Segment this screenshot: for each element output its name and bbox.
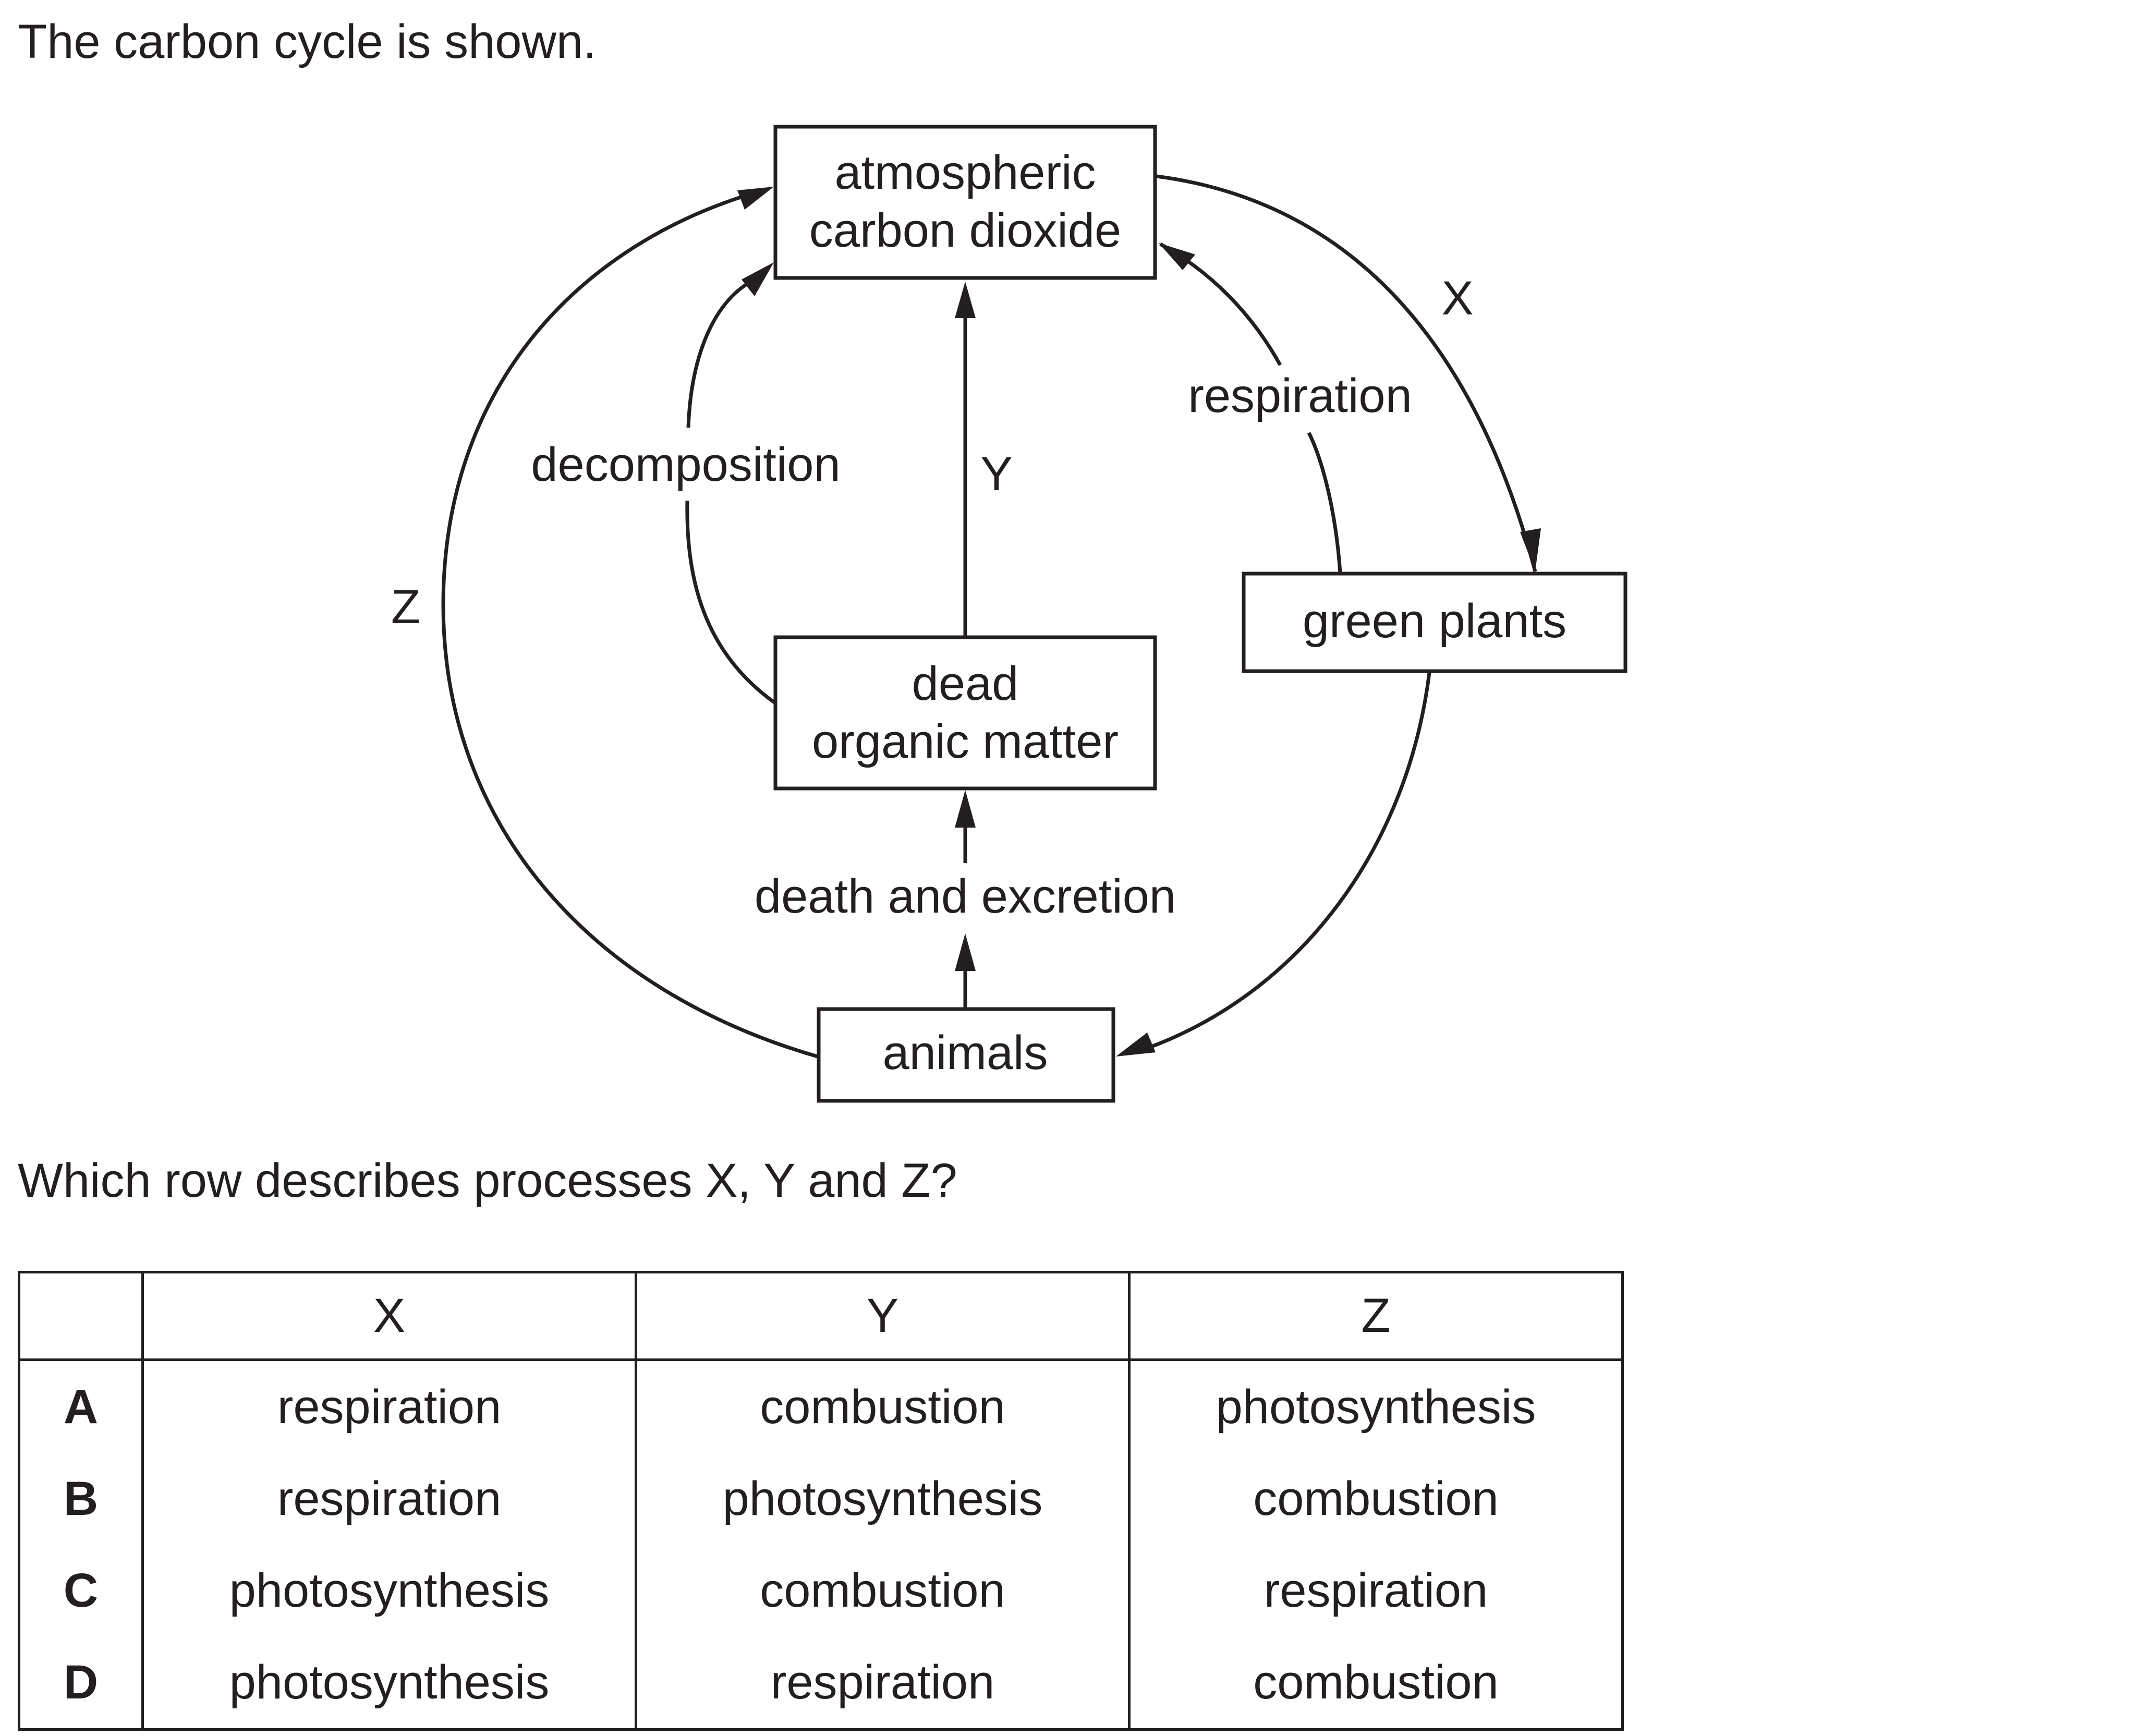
row-letter: A [18,1359,144,1453]
arrowhead-death-upper [955,790,976,828]
arrowhead-death-lower [955,933,976,971]
row-letter: C [18,1545,144,1636]
arrow-decomposition-upper [686,280,752,428]
row-letter: B [18,1453,144,1545]
arrow-plants-to-animals [1146,672,1431,1050]
table-row[interactable]: A respiration combustion photosynthesis [18,1359,1624,1453]
cell-x: respiration [141,1359,637,1453]
intro-text: The carbon cycle is shown. [18,15,597,68]
table-row[interactable]: B respiration photosynthesis combustion [18,1453,1624,1545]
label-death-and-excretion: death and excretion [755,870,1176,923]
green-plants-label: green plants [1303,594,1566,648]
label-decomposition: decomposition [531,438,840,491]
question-text: Which row describes processes X, Y and Z… [18,1154,957,1207]
label-x: X [1441,272,1473,325]
dead-organic-matter-line1: dead [912,657,1019,710]
animals-box [817,1007,1115,1103]
label-respiration: respiration [1188,369,1412,422]
dead-organic-matter-line2: organic matter [812,715,1119,768]
row-letter: D [18,1636,144,1731]
green-plants-box [1242,572,1627,673]
arrowhead-y [955,282,976,318]
arrowhead-decomposition [742,262,774,296]
label-z: Z [391,580,420,634]
cell-x: photosynthesis [141,1545,637,1636]
arrowhead-plants-to-animals [1116,1033,1156,1057]
cell-z: combustion [1128,1636,1624,1731]
header-z: Z [1128,1271,1624,1361]
header-x: X [141,1271,637,1361]
arrow-z [441,193,818,1059]
table-header-row: X Y Z [18,1271,1624,1361]
arrowhead-respiration [1159,243,1195,270]
cell-z: combustion [1128,1453,1624,1545]
arrow-x [1156,174,1537,572]
header-y: Y [635,1271,1131,1361]
label-y: Y [980,447,1012,501]
atmospheric-co2-line2: carbon dioxide [809,204,1121,257]
atmospheric-co2-line1: atmospheric [834,146,1096,199]
atmospheric-co2-box [773,125,1157,280]
cell-z: photosynthesis [1128,1359,1624,1453]
cell-y: combustion [635,1545,1131,1636]
arrowhead-z [737,187,774,210]
cell-y: combustion [635,1359,1131,1453]
table-row[interactable]: D photosynthesis respiration combustion [18,1636,1624,1731]
cell-y: respiration [635,1636,1131,1731]
header-blank [18,1271,144,1361]
answer-table: X Y Z A respiration combustion photosynt… [18,1271,1624,1731]
cell-x: respiration [141,1453,637,1545]
animals-label: animals [882,1026,1048,1079]
arrow-respiration [1307,432,1342,573]
arrowhead-x [1520,528,1541,572]
cell-z: respiration [1128,1545,1624,1636]
cell-y: photosynthesis [635,1453,1131,1545]
dead-organic-matter-box [773,635,1157,791]
arrow-decomposition-lower [685,500,776,704]
table-row[interactable]: C photosynthesis combustion respiration [18,1545,1624,1636]
cell-x: photosynthesis [141,1636,637,1731]
